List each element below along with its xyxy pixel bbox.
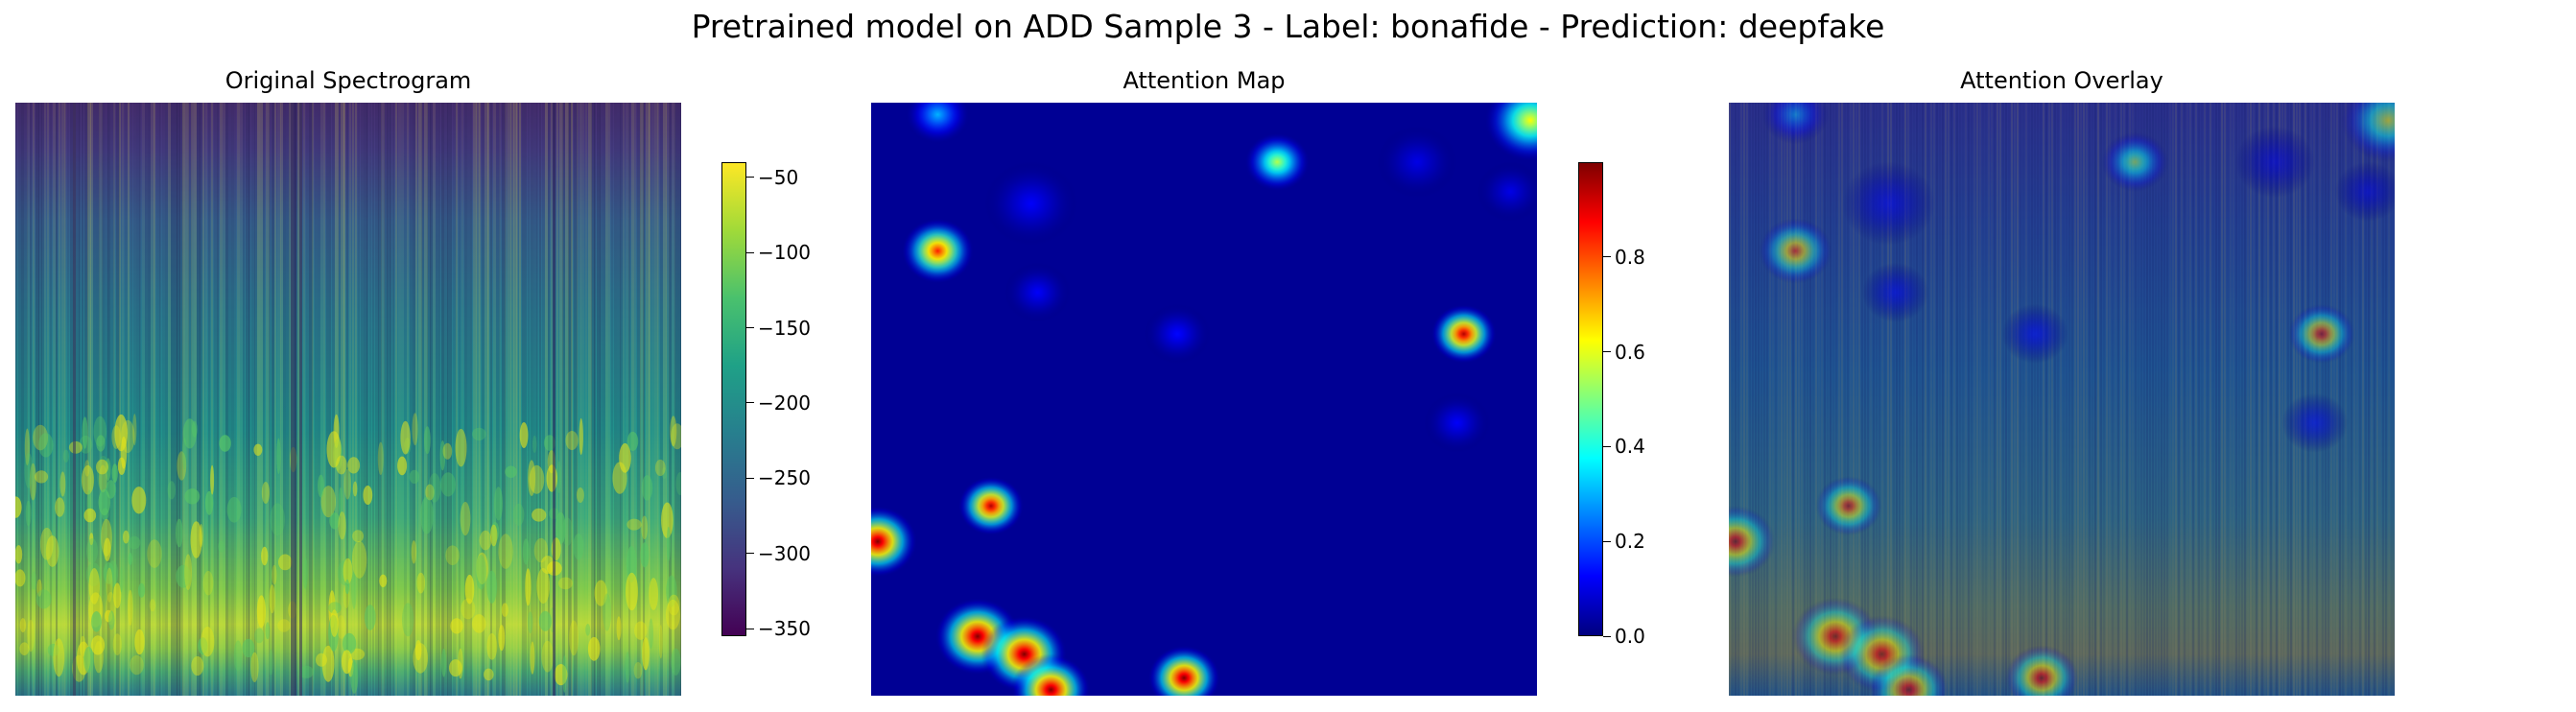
colorbar-tick-mark (1603, 351, 1611, 353)
attention-hotspot (1842, 161, 1936, 246)
attention-hotspot (1761, 103, 1830, 145)
colorbar-tick-label: −150 (758, 316, 811, 340)
attention-hotspot (1010, 653, 1091, 696)
attention-map-title: Attention Map (1123, 67, 1286, 94)
colorbar-tick-mark (746, 327, 754, 328)
colorbar-tick-label: −50 (758, 165, 799, 189)
attention-hotspot (2288, 303, 2355, 365)
colorbar-tick-mark (746, 177, 754, 178)
attention-hotspot (1868, 653, 1949, 696)
attention-hotspot (2341, 103, 2395, 163)
spectrogram-energy (15, 413, 681, 694)
attention-hotspot (1243, 131, 1311, 192)
attention-colorbar (1578, 162, 1603, 636)
attention-hotspot (1759, 218, 1832, 284)
colorbar-tick-mark (746, 251, 754, 253)
attention-overlay-image (1729, 103, 2395, 696)
colorbar-tick-mark (746, 477, 754, 479)
colorbar-tick-mark (1603, 540, 1611, 542)
attention-hotspot (2005, 645, 2079, 696)
colorbar-tick-label: −100 (758, 241, 811, 265)
attention-hotspot (2334, 161, 2395, 222)
colorbar-tick-label: 0.8 (1615, 245, 1645, 269)
attention-hotspot (2001, 303, 2068, 365)
spectrogram-striations (15, 103, 681, 696)
attention-hotspot (1147, 645, 1221, 696)
attention-map-image (871, 103, 1537, 696)
attention-hotspot (901, 218, 975, 284)
colorbar-tick-label: 0.4 (1615, 435, 1645, 459)
colorbar-tick-mark (746, 553, 754, 555)
attention-hotspot (2281, 392, 2349, 453)
colorbar-tick-label: 0.2 (1615, 530, 1645, 554)
figure-suptitle: Pretrained model on ADD Sample 3 - Label… (691, 8, 1885, 45)
colorbar-tick-label: −350 (758, 617, 811, 641)
attention-overlay-title: Attention Overlay (1960, 67, 2163, 94)
colorbar-tick-label: 0.0 (1615, 625, 1645, 648)
attention-hotspot (871, 505, 918, 578)
attention-hotspot (904, 103, 972, 145)
attention-hotspot (1144, 303, 1211, 365)
attention-hotspot (1430, 303, 1498, 365)
attention-hotspot (1004, 262, 1072, 322)
attention-hotspot (1377, 126, 1457, 199)
attention-hotspot (2234, 126, 2315, 199)
attention-hotspot (1483, 103, 1537, 163)
attention-hotspot (2101, 131, 2168, 192)
attention-hotspot (984, 161, 1078, 246)
colorbar-tick-label: −250 (758, 466, 811, 490)
attention-hotspot (1815, 476, 1882, 536)
colorbar-tick-label: 0.6 (1615, 340, 1645, 364)
attention-hotspot (1477, 161, 1537, 222)
attention-hotspot (1729, 505, 1776, 578)
colorbar-tick-mark (1603, 635, 1611, 637)
colorbar-tick-mark (1603, 445, 1611, 447)
colorbar-tick-mark (746, 402, 754, 404)
attention-hotspot (957, 476, 1025, 536)
spectrogram-title: Original Spectrogram (225, 67, 472, 94)
colorbar-tick-label: −200 (758, 391, 811, 415)
spectrogram-colorbar (721, 162, 746, 636)
spectrogram-image (15, 103, 681, 696)
colorbar-tick-mark (1603, 256, 1611, 258)
colorbar-tick-label: −300 (758, 541, 811, 565)
attention-hotspot (1861, 262, 1929, 322)
attention-hotspot (1424, 392, 1491, 453)
